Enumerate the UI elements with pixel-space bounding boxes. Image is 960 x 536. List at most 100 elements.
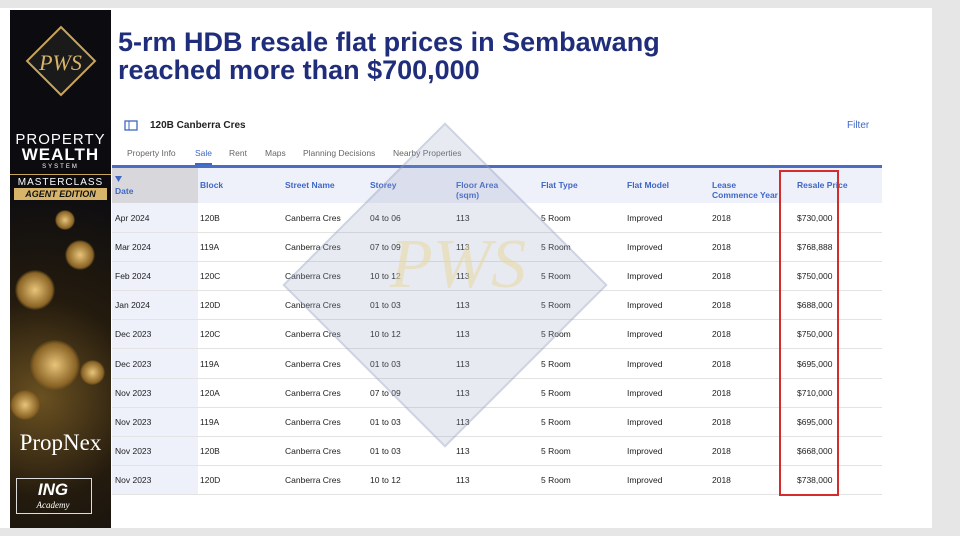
table-cell: Dec 2023 (115, 358, 152, 369)
table-cell: 120C (200, 329, 221, 340)
table-cell: 5 Room (541, 271, 571, 282)
tab[interactable]: Rent (229, 148, 247, 158)
table-cell: 5 Room (541, 416, 571, 427)
table-cell: Canberra Cres (285, 213, 341, 223)
table-cell: Canberra Cres (285, 474, 341, 485)
table-cell: $750,000 (797, 271, 833, 282)
table-cell: 113 (456, 416, 470, 427)
table-cell: 120D (200, 300, 221, 311)
column-header: Block (200, 180, 224, 190)
table-rule (112, 165, 882, 168)
filter-button[interactable]: Filter (847, 120, 870, 131)
table-cell: 2018 (712, 474, 731, 485)
table-cell: Canberra Cres (285, 242, 341, 253)
table-cell: 04 to 06 (370, 213, 401, 223)
panel: 120B Canberra Cres Filter Property Info S… (112, 104, 882, 499)
table-cell: 119A (200, 242, 220, 253)
table-cell: $695,000 (797, 416, 833, 427)
tab[interactable]: Sale (195, 148, 213, 165)
table-cell: 10 to 12 (370, 329, 401, 340)
table-cell: 113 (456, 213, 470, 223)
academy-sub: Academy (36, 500, 70, 510)
table-cell: Nov 2023 (115, 387, 152, 398)
table-cell: 5 Room (541, 358, 571, 369)
row-divider (112, 377, 882, 379)
table-cell: $768,888 (797, 242, 833, 253)
table-cell: 113 (456, 445, 470, 456)
table-cell: 2018 (712, 358, 731, 369)
title: 5-rm HDB resale flat prices in Sembawang… (118, 28, 660, 84)
table-cell: $750,000 (797, 329, 833, 340)
brand: PropNex (19, 430, 102, 455)
table-cell: 5 Room (541, 474, 571, 485)
table-cell: 10 to 12 (370, 474, 401, 485)
column-header: Flat Model (627, 180, 670, 190)
tab[interactable]: Planning Decisions (303, 148, 376, 158)
sort-arrow[interactable] (115, 176, 122, 182)
column-header: Resale Price (797, 180, 848, 190)
row-divider (112, 319, 882, 321)
table-cell: 2018 (712, 416, 731, 427)
table-cell: Improved (627, 474, 663, 485)
row-divider (112, 435, 882, 437)
table-cell: Jan 2024 (115, 300, 150, 311)
table-cell: 113 (456, 300, 470, 311)
table-cell: 119A (200, 416, 220, 427)
table-cell: 2018 (712, 213, 731, 223)
row-divider (112, 261, 882, 263)
table-cell: 113 (456, 387, 470, 398)
tab[interactable]: Nearby Properties (393, 148, 462, 158)
table-cell: Canberra Cres (285, 358, 341, 369)
table-cell: 120A (200, 387, 220, 398)
tab[interactable]: Maps (265, 148, 286, 158)
watermark-text: PWS (390, 226, 527, 303)
brand-line: WEALTH (21, 145, 100, 164)
table-cell: Dec 2023 (115, 329, 152, 340)
table-cell: Nov 2023 (115, 445, 152, 456)
table-cell: Nov 2023 (115, 474, 152, 485)
row-divider (112, 464, 882, 466)
column-header: Street Name (285, 180, 335, 190)
row-divider (112, 290, 882, 292)
table-cell: $730,000 (797, 213, 833, 223)
table-cell: Canberra Cres (285, 329, 341, 340)
column-header[interactable]: Date (115, 186, 134, 196)
tab[interactable]: Property Info (127, 148, 176, 158)
table-cell: 2018 (712, 242, 731, 253)
row-divider (112, 348, 882, 350)
table-cell: Feb 2024 (115, 271, 151, 282)
table-cell: Improved (627, 300, 663, 311)
table-cell: 5 Room (541, 329, 571, 340)
badge: AGENT EDITION (14, 188, 107, 200)
academy-box (16, 478, 92, 514)
title-line: reached more than $700,000 (118, 55, 480, 85)
brand-line: SYSTEM (42, 164, 79, 170)
table-cell: 10 to 12 (370, 271, 401, 282)
table-cell: $695,000 (797, 358, 833, 369)
row-divider (112, 406, 882, 408)
table-cell: $668,000 (797, 445, 833, 456)
table-cell: 120C (200, 271, 221, 282)
table-cell: Improved (627, 445, 663, 456)
table-cell: Improved (627, 242, 663, 253)
table-cell: 01 to 03 (370, 445, 401, 456)
table-cell: 01 to 03 (370, 416, 401, 427)
column-header: Lease Commence Year (712, 180, 778, 200)
row-divider (112, 493, 882, 495)
title-line: 5-rm HDB resale flat prices in Sembawang (118, 27, 660, 57)
table-cell: Improved (627, 329, 663, 340)
table-cell: 07 to 09 (370, 387, 401, 398)
table-cell: 07 to 09 (370, 242, 401, 253)
brand-line: PROPERTY (15, 131, 106, 148)
table-cell: 5 Room (541, 445, 571, 456)
table-cell: Canberra Cres (285, 271, 341, 282)
table-cell: 2018 (712, 445, 731, 456)
highlight-box (779, 170, 839, 496)
row-divider (112, 232, 882, 233)
table-cell: 5 Room (541, 300, 571, 311)
table-cell: Nov 2023 (115, 416, 152, 427)
table-cell: 119A (200, 358, 220, 369)
address: 120B Canberra Cres (150, 120, 246, 131)
table-cell: 120B (200, 445, 220, 456)
table-cell: 2018 (712, 271, 731, 282)
